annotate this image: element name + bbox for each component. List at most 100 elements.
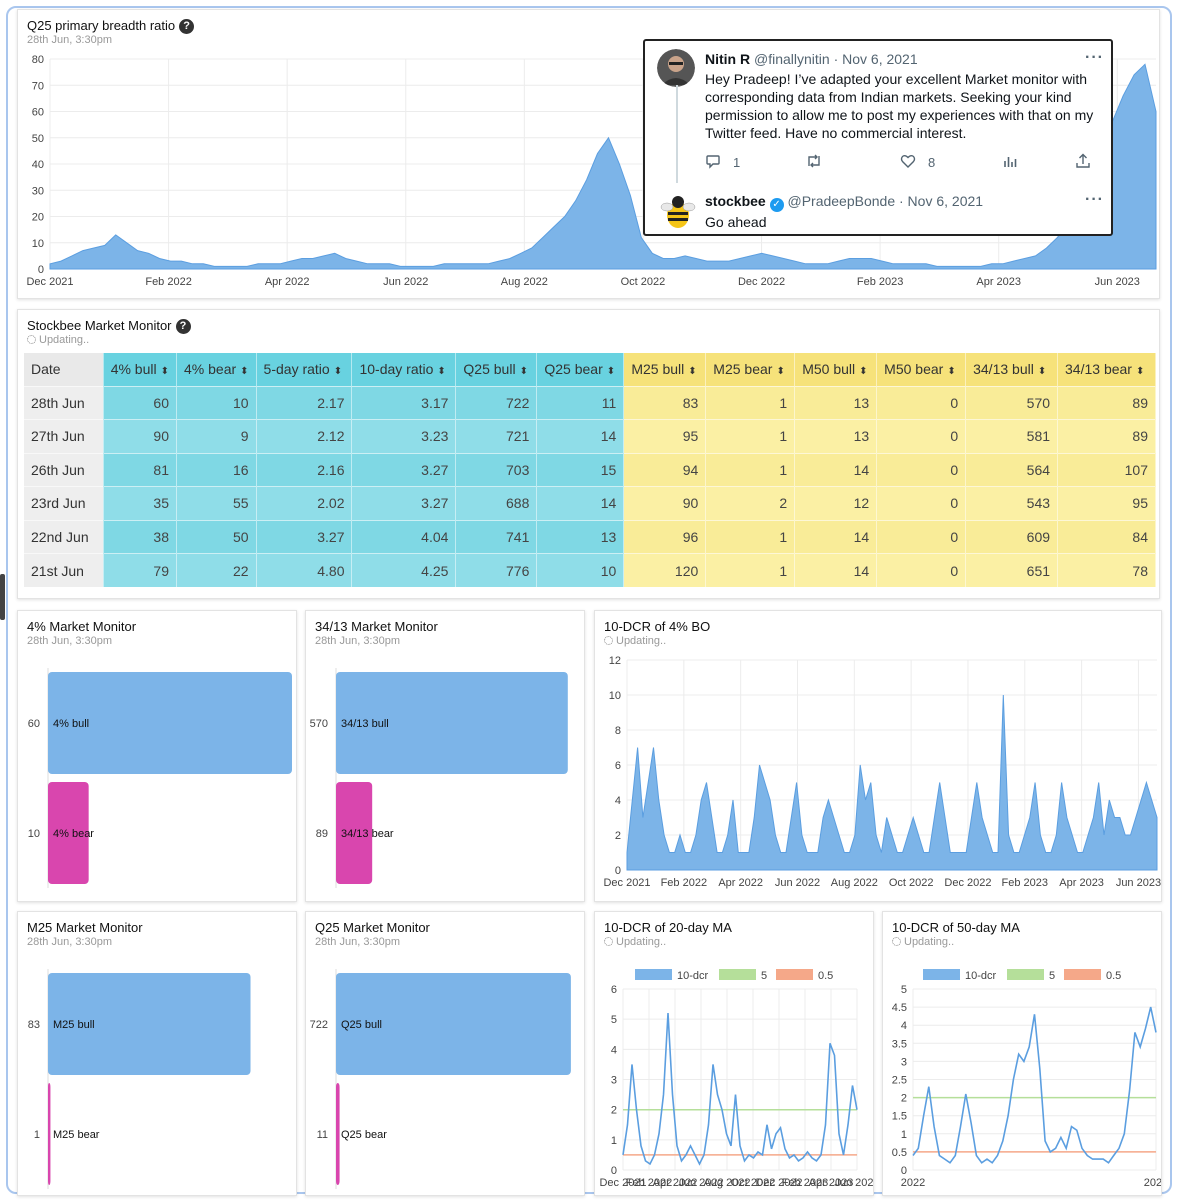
verified-icon: ✓	[769, 198, 784, 212]
reply-author[interactable]: Nitin R	[705, 51, 751, 67]
y-tick-label: 30	[32, 185, 44, 197]
column-header[interactable]: 4% bull ⬍	[103, 353, 178, 386]
column-header[interactable]: 34/13 bear ⬍	[1057, 353, 1156, 386]
sort-icon[interactable]: ⬍	[160, 366, 169, 378]
author-name[interactable]: stockbee	[705, 193, 766, 209]
column-header[interactable]: M25 bull ⬍	[623, 353, 707, 386]
m3413-timestamp: 28th Jun, 3:30pm	[315, 635, 401, 647]
column-header[interactable]: 4% bear ⬍	[176, 353, 257, 386]
x-tick-label: Apr 2023	[1059, 877, 1104, 889]
sort-icon[interactable]: ⬍	[606, 366, 616, 378]
column-header[interactable]: 34/13 bull ⬍	[965, 353, 1059, 386]
dcr4-chart: 0 2 4 6 8 10 12 Dec 2021 Feb 2022 Apr 2022 Jun 202…	[603, 655, 1161, 889]
sort-icon[interactable]: ⬍	[688, 366, 697, 378]
table-cell: 570	[965, 385, 1059, 420]
x-tick-label: Jun 2023	[834, 1177, 874, 1189]
table-row[interactable]: 26th Jun 81 16 2.16 3.27 703 15 94 1 14 0 564 107	[24, 452, 1156, 487]
sort-icon[interactable]: ⬍	[1135, 366, 1145, 378]
share-icon[interactable]	[1075, 153, 1091, 172]
column-header[interactable]: M25 bear ⬍	[705, 353, 796, 386]
table-cell: 16	[176, 452, 257, 487]
q25-title: Q25 Market Monitor	[315, 920, 430, 935]
spinner-icon	[892, 937, 901, 946]
help-icon[interactable]: ?	[175, 319, 191, 334]
table-cell: 38	[103, 519, 178, 554]
bull-bar	[336, 973, 571, 1075]
sort-icon[interactable]: ⬍	[1037, 366, 1047, 378]
value-label: 722	[310, 1019, 328, 1031]
more-icon[interactable]: ···	[1085, 191, 1104, 208]
column-header[interactable]: 5-day ratio ⬍	[256, 353, 353, 386]
table-row[interactable]: 21st Jun 79 22 4.80 4.25 776 10 120 1 14 0 651 78	[24, 553, 1156, 587]
x-tick-label: Aug 2022	[703, 1177, 750, 1189]
x-tick-label: Apr 2022	[718, 877, 763, 889]
like-icon[interactable]	[900, 153, 916, 172]
author-handle[interactable]: @PradeepBonde · Nov 6, 2021	[787, 193, 984, 209]
bar-label: Q25 bear	[341, 1129, 387, 1141]
table-row[interactable]: 23rd Jun 35 55 2.02 3.27 688 14 90 2 12 0 543 95	[24, 486, 1156, 520]
table-cell: 15	[536, 452, 625, 487]
column-header[interactable]: Q25 bear ⬍	[536, 353, 625, 386]
value-label: 11	[317, 1129, 328, 1141]
date-cell: 21st Jun	[24, 553, 104, 587]
resize-handle[interactable]	[0, 574, 5, 620]
sort-icon[interactable]: ⬍	[776, 366, 785, 378]
bar-label: M25 bull	[53, 1019, 95, 1031]
table-cell: 721	[455, 419, 538, 453]
legend-swatch	[1007, 969, 1044, 980]
monitor-table-wrap[interactable]: Date 4% bull ⬍ 4% bear ⬍ 5-day ratio ⬍ 10-day r…	[24, 353, 1156, 594]
y-tick-label: 6	[611, 984, 617, 996]
date-cell: 22nd Jun	[24, 519, 104, 554]
x-tick-label: Jun 2023	[1116, 877, 1161, 889]
sort-icon[interactable]: ⬍	[333, 366, 343, 378]
column-header[interactable]: M50 bull ⬍	[794, 353, 878, 386]
analytics-icon[interactable]	[1002, 153, 1018, 172]
reply-icon[interactable]	[705, 153, 721, 172]
table-row[interactable]: 27th Jun 90 9 2.12 3.23 721 14 95 1 13 0 581 89	[24, 419, 1156, 453]
avatar[interactable]	[657, 49, 695, 87]
column-header[interactable]: Date	[24, 353, 104, 386]
like-count: 8	[928, 155, 936, 170]
table-cell: 2	[705, 486, 796, 520]
breadth-title: Q25 primary breadth ratio?	[27, 18, 195, 34]
column-header[interactable]: Q25 bull ⬍	[455, 353, 538, 386]
table-cell: 0	[876, 385, 967, 420]
table-cell: 2.17	[256, 385, 353, 420]
monitor-status: Updating..	[27, 334, 89, 346]
table-cell: 11	[536, 385, 625, 420]
table-cell: 651	[965, 553, 1059, 587]
table-cell: 22	[176, 553, 257, 587]
retweet-icon[interactable]	[805, 153, 823, 172]
sort-icon[interactable]: ⬍	[859, 366, 868, 378]
monitor-table: Date 4% bull ⬍ 4% bear ⬍ 5-day ratio ⬍ 10-day r…	[24, 353, 1156, 587]
reply-handle[interactable]: @finallynitin · Nov 6, 2021	[754, 51, 918, 67]
x-tick-label: Feb 2023	[1002, 877, 1048, 889]
y-tick-label: 0	[38, 264, 44, 276]
table-row[interactable]: 28th Jun 60 10 2.17 3.17 722 11 83 1 13 0 570 89	[24, 385, 1156, 420]
y-tick-label: 3	[901, 1056, 907, 1068]
x-tick-label: Apr 2023	[976, 276, 1021, 288]
legend-label: 10-dcr	[965, 970, 997, 982]
table-cell: 3.27	[351, 486, 457, 520]
more-icon[interactable]: ···	[1085, 49, 1104, 66]
y-tick-label: 1.5	[892, 1111, 907, 1123]
column-header[interactable]: 10-day ratio ⬍	[351, 353, 457, 386]
sort-icon[interactable]: ⬍	[519, 366, 528, 378]
x-tick-label: Feb 2023	[857, 276, 903, 288]
table-row[interactable]: 22nd Jun 38 50 3.27 4.04 741 13 96 1 14 0 609 84	[24, 519, 1156, 554]
y-tick-label: 0.5	[892, 1147, 907, 1159]
bar-label: 34/13 bull	[341, 718, 389, 730]
sort-icon[interactable]: ⬍	[437, 366, 446, 378]
sort-icon[interactable]: ⬍	[947, 366, 956, 378]
help-icon[interactable]: ?	[179, 19, 195, 34]
y-tick-label: 50	[32, 133, 44, 145]
value-label: 1	[34, 1129, 40, 1141]
legend-swatch	[635, 969, 672, 980]
sort-icon[interactable]: ⬍	[240, 366, 249, 378]
stockbee-avatar[interactable]	[659, 193, 697, 231]
value-label: 570	[310, 718, 328, 730]
table-cell: 703	[455, 452, 538, 487]
dcr20-panel: 10-DCR of 20-day MA Updating.. 10-dcr 5 0.…	[594, 911, 874, 1196]
column-header[interactable]: M50 bear ⬍	[876, 353, 967, 386]
